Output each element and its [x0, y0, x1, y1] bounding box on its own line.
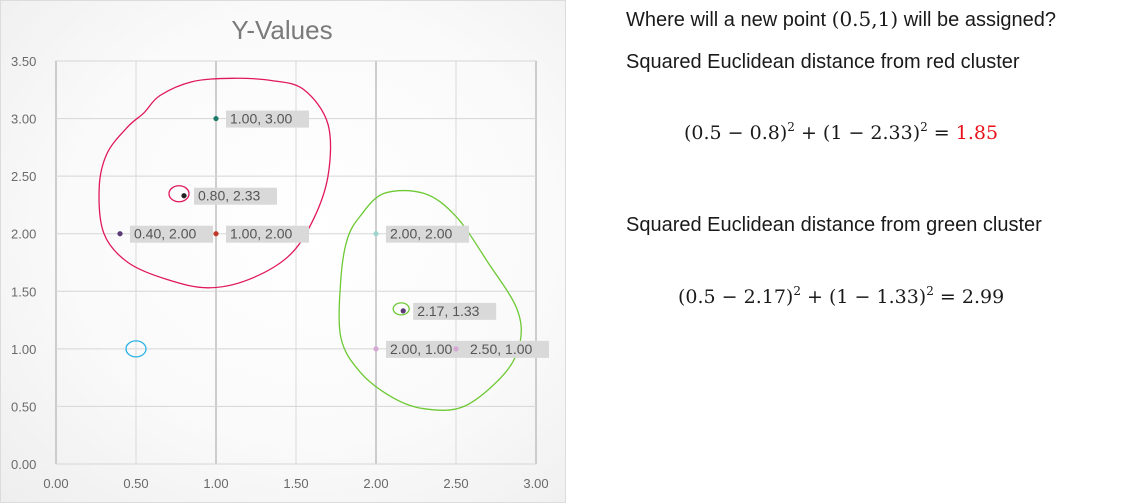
- green-formula-term2: + (1 − 1.33): [801, 286, 927, 308]
- green-centroid-circle: [392, 302, 410, 316]
- y-tick-label: 2.00: [11, 227, 36, 242]
- data-label-bg: [194, 187, 277, 205]
- data-label: 2.00, 2.00: [390, 226, 452, 242]
- question-text: Where will a new point (0.5,1) will be a…: [626, 7, 1056, 32]
- data-point: [213, 115, 219, 122]
- data-point: [453, 346, 459, 352]
- data-label: 2.17, 1.33: [417, 303, 479, 319]
- green-formula-exp2: 2: [926, 284, 934, 298]
- data-label: 0.80, 2.33: [198, 188, 260, 204]
- data-point: [181, 193, 187, 199]
- y-tick-label: 3.00: [11, 112, 36, 127]
- data-label: 2.50, 1.00: [470, 341, 532, 357]
- x-tick-label: 1.50: [283, 476, 308, 491]
- red-formula-term2: + (1 − 2.33): [794, 122, 921, 144]
- question-before: Where will a new point: [626, 9, 832, 31]
- red-centroid-circle: [168, 185, 190, 203]
- question-point: (0.5,1): [831, 7, 899, 31]
- red-formula-exp1: 2: [787, 120, 795, 134]
- data-point: [400, 308, 406, 314]
- green-formula-exp1: 2: [793, 284, 801, 298]
- x-tick-label: 0.50: [123, 476, 148, 491]
- red-distance-result: 1.85: [955, 122, 999, 144]
- data-label: 1.00, 2.00: [230, 226, 292, 242]
- data-label-bg: [226, 110, 309, 128]
- question-after: will be assigned?: [898, 9, 1057, 31]
- y-tick-label: 2.50: [11, 169, 36, 184]
- data-label-bg: [386, 225, 469, 243]
- red-formula-equals: =: [927, 122, 956, 144]
- y-tick-label: 1.00: [11, 342, 36, 357]
- data-label-bg: [466, 340, 549, 358]
- new-point-circle: [125, 340, 147, 358]
- green-formula-equals: =: [933, 286, 962, 308]
- red-formula-term1: (0.5 − 0.8): [684, 122, 788, 144]
- x-tick-label: 2.00: [363, 476, 388, 491]
- green-distance-formula: (0.5 − 2.17)2 + (1 − 1.33)2 = 2.99: [678, 284, 1005, 308]
- data-label: 0.40, 2.00: [134, 226, 196, 242]
- x-tick-label: 1.00: [203, 476, 228, 491]
- x-tick-label: 2.50: [443, 476, 468, 491]
- data-label-bg: [413, 302, 497, 320]
- green-cluster-outline: [338, 189, 522, 411]
- data-label: 1.00, 3.00: [230, 111, 292, 127]
- y-tick-label: 0.00: [11, 457, 36, 472]
- scatter-chart: Y-Values 0.00 0.50 1.00 1.50 2.00 2.50 3.00 0.00…: [0, 0, 566, 503]
- red-cluster-heading: Squared Euclidean distance from red clus…: [626, 51, 1020, 73]
- y-tick-label: 1.50: [11, 284, 36, 299]
- data-label-bg: [386, 340, 469, 358]
- red-formula-exp2: 2: [920, 120, 928, 134]
- chart-title: Y-Values: [231, 15, 332, 45]
- x-tick-label: 3.00: [523, 476, 548, 491]
- green-distance-result: 2.99: [961, 286, 1005, 308]
- y-tick-label: 0.50: [11, 399, 36, 414]
- data-point: [373, 231, 379, 237]
- chart-canvas: Y-Values 0.00 0.50 1.00 1.50 2.00 2.50 3.00 0.00…: [11, 15, 549, 491]
- data-label-bg: [226, 225, 309, 243]
- data-label: 2.00, 1.00: [390, 341, 452, 357]
- data-point: [117, 231, 123, 237]
- x-tick-label: 0.00: [43, 476, 68, 491]
- explanation-panel: Where will a new point (0.5,1) will be a…: [600, 0, 1136, 503]
- green-cluster-heading: Squared Euclidean distance from green cl…: [626, 214, 1042, 236]
- data-label-bg: [130, 225, 213, 243]
- data-point: [213, 231, 219, 237]
- green-formula-term1: (0.5 − 2.17): [678, 286, 794, 308]
- y-tick-label: 3.50: [11, 54, 36, 69]
- data-point: [373, 346, 379, 352]
- red-cluster-outline: [98, 77, 332, 289]
- red-distance-formula: (0.5 − 0.8)2 + (1 − 2.33)2 = 1.85: [684, 120, 999, 144]
